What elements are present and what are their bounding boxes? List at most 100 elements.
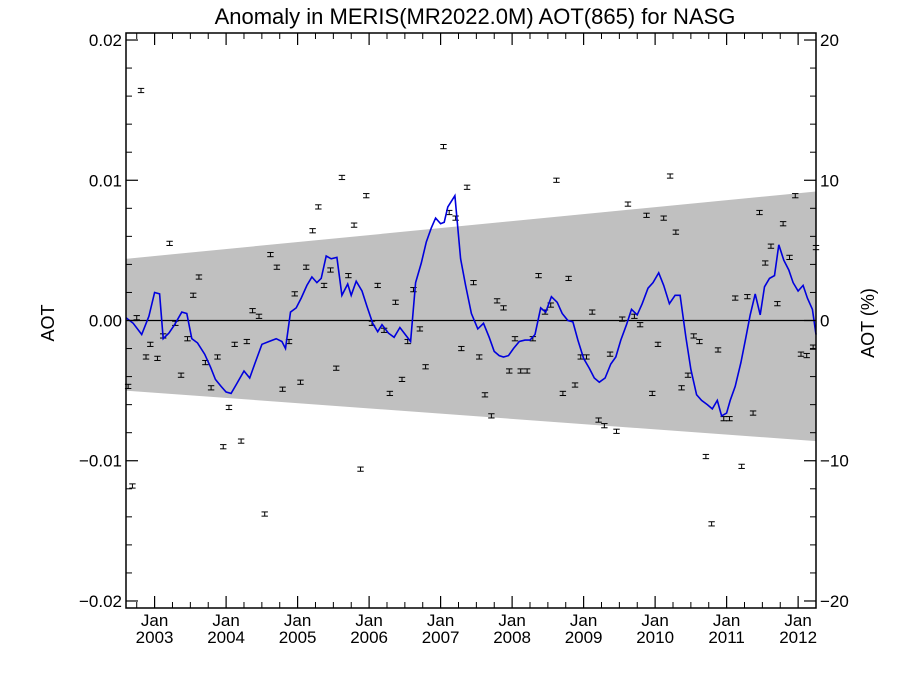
data-point-41 xyxy=(363,193,370,199)
data-point-45 xyxy=(386,390,394,397)
x-tick-label-month-1: Jan xyxy=(212,611,239,630)
y-right-tick-label-4: −20 xyxy=(820,592,849,611)
data-point-26 xyxy=(273,264,281,270)
data-point-17 xyxy=(220,444,227,450)
data-point-73 xyxy=(565,275,572,282)
data-point-82 xyxy=(619,316,626,322)
y-axis-label-right: AOT (%) xyxy=(858,288,878,358)
data-point-52 xyxy=(440,143,447,150)
data-point-95 xyxy=(696,338,703,345)
chart-title: Anomaly in MERIS(MR2022.0M) AOT(865) for… xyxy=(215,4,736,29)
x-tick-label-month-5: Jan xyxy=(498,611,525,630)
data-point-56 xyxy=(463,184,471,190)
data-point-77 xyxy=(588,309,596,315)
x-tick-label-month-8: Jan xyxy=(713,611,740,630)
data-point-55 xyxy=(458,345,465,352)
x-tick-label-month-0: Jan xyxy=(141,611,168,630)
data-point-27 xyxy=(279,386,286,392)
data-point-34 xyxy=(320,282,328,289)
data-point-106 xyxy=(762,260,769,266)
data-point-12 xyxy=(190,292,197,298)
data-point-29 xyxy=(291,291,298,297)
data-point-25 xyxy=(267,251,274,258)
data-point-68 xyxy=(535,273,542,279)
data-point-64 xyxy=(511,336,519,342)
data-point-10 xyxy=(177,372,185,378)
data-points-group xyxy=(124,87,820,527)
data-point-78 xyxy=(595,417,602,423)
data-point-61 xyxy=(493,298,501,304)
data-point-109 xyxy=(779,221,787,227)
data-point-110 xyxy=(786,254,793,260)
data-point-38 xyxy=(345,273,352,279)
y-left-tick-label-0: 0.02 xyxy=(89,31,122,50)
data-point-80 xyxy=(606,351,614,357)
x-tick-label-year-3: 2006 xyxy=(350,628,388,647)
x-tick-label-month-3: Jan xyxy=(355,611,382,630)
data-point-36 xyxy=(333,365,340,371)
x-tick-label-month-6: Jan xyxy=(570,611,597,630)
x-tick-label-year-1: 2004 xyxy=(207,628,245,647)
x-tick-label-year-8: 2011 xyxy=(708,628,745,647)
data-point-33 xyxy=(315,204,322,210)
data-point-19 xyxy=(231,341,238,347)
y-right-tick-label-1: 10 xyxy=(820,171,839,190)
data-point-31 xyxy=(302,264,310,270)
data-point-87 xyxy=(649,390,656,397)
data-point-88 xyxy=(654,341,662,347)
data-point-1 xyxy=(129,483,136,489)
y-left-tick-label-1: 0.01 xyxy=(89,171,122,190)
data-point-72 xyxy=(559,390,567,397)
data-point-30 xyxy=(297,379,304,385)
data-point-91 xyxy=(672,229,680,235)
data-point-65 xyxy=(517,368,524,374)
data-point-90 xyxy=(666,173,674,179)
data-point-66 xyxy=(523,368,531,374)
y-left-tick-label-2: 0.00 xyxy=(89,312,122,331)
data-point-112 xyxy=(797,351,805,357)
data-point-105 xyxy=(756,209,763,216)
x-tick-label-month-4: Jan xyxy=(427,611,454,630)
data-point-89 xyxy=(660,215,667,221)
data-point-94 xyxy=(690,333,697,339)
x-tick-label-year-0: 2003 xyxy=(136,628,174,647)
data-point-46 xyxy=(392,299,399,305)
data-point-3 xyxy=(137,87,145,94)
data-point-51 xyxy=(422,364,429,370)
data-point-13 xyxy=(195,274,203,280)
data-point-50 xyxy=(416,326,424,332)
data-point-63 xyxy=(506,368,513,374)
y-right-tick-label-3: −10 xyxy=(820,452,849,471)
data-point-39 xyxy=(350,222,358,228)
data-point-92 xyxy=(678,385,685,391)
data-point-62 xyxy=(500,305,507,311)
y-left-tick-label-3: −0.01 xyxy=(79,452,122,471)
data-point-18 xyxy=(225,404,233,411)
data-point-85 xyxy=(636,322,644,328)
data-point-113 xyxy=(803,352,810,359)
data-point-96 xyxy=(702,453,710,460)
data-point-103 xyxy=(744,294,751,300)
x-tick-label-month-7: Jan xyxy=(641,611,668,630)
data-point-21 xyxy=(243,338,251,345)
x-tick-label-year-9: 2012 xyxy=(779,628,817,647)
data-point-108 xyxy=(774,301,781,307)
data-point-6 xyxy=(154,355,161,361)
y-right-tick-label-0: 20 xyxy=(820,31,839,50)
data-point-100 xyxy=(726,416,733,422)
uncertainty-band xyxy=(126,191,816,442)
data-point-71 xyxy=(553,177,560,183)
data-point-74 xyxy=(571,382,579,388)
data-point-107 xyxy=(767,243,775,249)
data-point-2 xyxy=(133,315,140,321)
data-point-20 xyxy=(237,438,245,444)
tick-labels-group: 0.020.010.00−0.01−0.0220100−10−20Jan2003… xyxy=(79,31,849,647)
data-point-83 xyxy=(624,201,632,207)
data-point-59 xyxy=(481,392,489,398)
data-point-23 xyxy=(255,313,263,319)
x-tick-label-month-2: Jan xyxy=(284,611,311,630)
data-point-102 xyxy=(738,463,745,469)
x-tick-label-year-2: 2005 xyxy=(279,628,317,647)
data-point-40 xyxy=(357,466,364,472)
